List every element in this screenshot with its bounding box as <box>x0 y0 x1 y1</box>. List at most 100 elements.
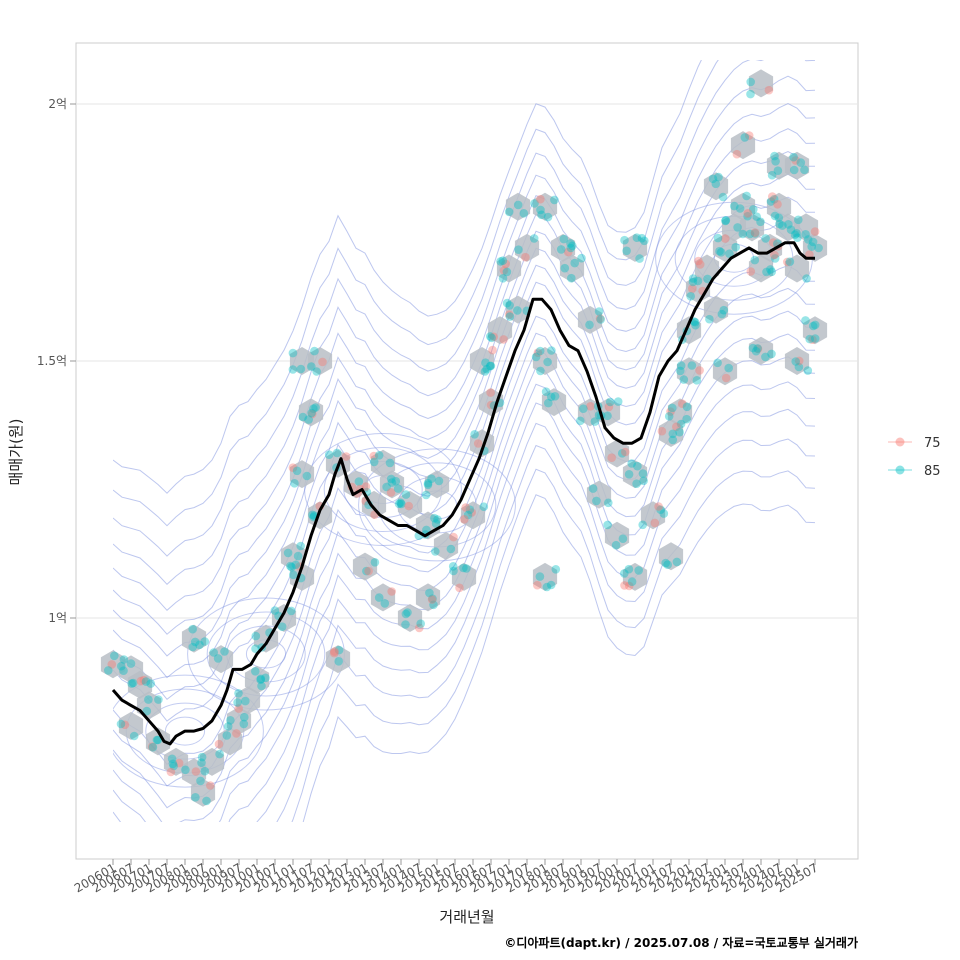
data-point <box>746 89 755 99</box>
data-point <box>296 364 306 374</box>
data-point <box>541 387 551 397</box>
data-point <box>119 655 129 664</box>
data-point <box>341 452 351 461</box>
data-point <box>635 254 644 263</box>
hexbin <box>280 542 306 571</box>
data-point <box>542 582 552 592</box>
data-point <box>691 320 700 330</box>
data-point <box>261 673 270 683</box>
data-point <box>784 220 793 229</box>
data-point <box>794 215 803 225</box>
data-point <box>746 77 755 87</box>
density-contour <box>113 128 815 635</box>
hexbin <box>712 357 738 386</box>
hexbin <box>802 316 828 345</box>
data-point <box>448 562 458 571</box>
data-point <box>188 624 197 634</box>
hexbin <box>127 670 153 699</box>
data-point <box>690 317 700 327</box>
data-point <box>110 651 119 661</box>
data-point <box>166 767 176 777</box>
data-point <box>324 450 334 460</box>
density-ring <box>164 716 206 746</box>
data-point <box>551 565 561 574</box>
density-contour <box>256 408 815 822</box>
legend-key-dot-85 <box>895 465 905 475</box>
data-point <box>661 558 670 568</box>
data-point <box>181 765 190 775</box>
hexbin <box>487 316 513 345</box>
hexbin <box>478 388 504 417</box>
data-point <box>232 729 241 738</box>
data-point <box>421 490 431 500</box>
data-point <box>530 199 539 208</box>
data-point <box>488 345 497 355</box>
data-point <box>735 204 745 213</box>
hexbin <box>505 295 531 324</box>
data-point <box>556 245 566 254</box>
hexbin <box>460 501 486 530</box>
data-point <box>719 305 729 315</box>
data-point <box>496 257 505 266</box>
data-point <box>705 314 714 324</box>
density-contour <box>276 438 815 822</box>
data-point <box>240 712 249 722</box>
data-point <box>498 256 508 266</box>
data-point <box>745 229 755 239</box>
data-point <box>620 569 629 578</box>
data-point <box>801 230 810 239</box>
data-point <box>136 676 146 686</box>
data-point <box>721 216 731 225</box>
data-point <box>449 532 458 542</box>
data-point <box>687 361 697 370</box>
y-axis-title: 매매가(원) <box>7 419 25 486</box>
data-point <box>568 241 577 251</box>
data-point <box>119 666 128 675</box>
hexbin <box>370 449 396 478</box>
data-point <box>423 480 433 490</box>
data-point <box>769 238 778 247</box>
data-point <box>676 361 686 370</box>
data-point <box>529 234 539 243</box>
data-point <box>287 606 296 616</box>
data-point <box>624 564 634 574</box>
data-point <box>679 375 689 384</box>
data-point <box>766 197 776 206</box>
data-point <box>334 657 344 666</box>
hexbin <box>730 131 756 160</box>
data-point <box>708 174 718 184</box>
data-point <box>770 151 779 161</box>
hexbin <box>730 192 756 221</box>
data-point <box>805 334 814 344</box>
hexbin <box>784 254 810 283</box>
data-point <box>311 403 320 412</box>
data-point <box>753 344 763 354</box>
density-contour <box>113 103 815 612</box>
data-point <box>482 364 492 374</box>
data-point <box>370 558 380 567</box>
data-point <box>762 267 771 277</box>
hexbin <box>757 233 783 262</box>
data-point <box>563 247 573 257</box>
data-point <box>374 593 384 602</box>
data-point <box>519 209 529 218</box>
data-point <box>744 131 754 140</box>
data-point <box>309 404 318 414</box>
x-axis-ticks: 2006012006072007012007072008012008072009… <box>72 859 821 896</box>
data-point <box>672 557 682 567</box>
data-point <box>148 742 158 752</box>
data-point <box>251 644 260 653</box>
data-point <box>449 566 458 576</box>
data-point <box>751 346 761 356</box>
data-point <box>718 192 728 202</box>
data-point <box>513 200 523 210</box>
data-point <box>288 348 298 358</box>
hexbin <box>424 470 450 499</box>
hexbin <box>118 711 144 740</box>
data-point <box>618 534 628 543</box>
data-point <box>733 223 742 232</box>
data-point <box>200 766 210 776</box>
data-point <box>391 476 401 486</box>
data-point <box>462 564 471 573</box>
